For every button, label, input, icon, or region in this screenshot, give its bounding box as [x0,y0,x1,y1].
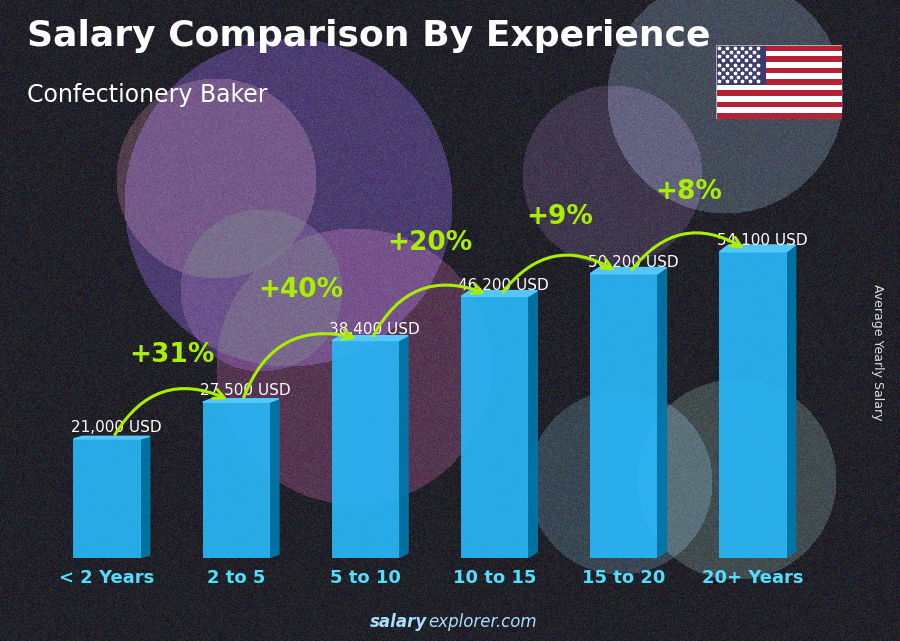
Polygon shape [270,399,279,558]
Text: explorer.com: explorer.com [428,613,537,631]
Polygon shape [719,245,796,252]
Polygon shape [590,267,667,274]
Text: +8%: +8% [655,179,722,204]
Bar [716,67,842,73]
Text: 50,200 USD: 50,200 USD [588,255,679,270]
Bar [716,79,842,85]
Bar [716,45,842,51]
Bar [332,340,399,558]
Polygon shape [787,245,796,558]
Text: Average Yearly Salary: Average Yearly Salary [871,285,884,420]
Bar [716,85,842,90]
Bar [716,73,842,79]
Polygon shape [140,437,149,558]
Bar [74,439,140,558]
Bar [716,90,842,96]
Polygon shape [202,399,279,402]
Text: 38,400 USD: 38,400 USD [329,322,420,337]
Text: +31%: +31% [129,342,214,367]
Bar [716,101,842,107]
Bar [716,96,842,101]
Polygon shape [461,290,537,296]
Bar [202,402,270,558]
Bar [716,56,842,62]
Polygon shape [528,290,537,558]
Text: +20%: +20% [387,229,472,256]
Text: Salary Comparison By Experience: Salary Comparison By Experience [27,19,710,53]
Bar [716,62,842,67]
Text: +40%: +40% [258,277,344,303]
Bar [590,274,657,558]
Text: 46,200 USD: 46,200 USD [458,278,549,292]
Text: +9%: +9% [526,204,593,230]
Text: 21,000 USD: 21,000 USD [71,420,161,435]
Text: 27,500 USD: 27,500 USD [200,383,291,398]
Bar [716,113,842,119]
Bar [461,296,528,558]
Bar [719,252,787,558]
Text: 54,100 USD: 54,100 USD [717,233,807,248]
Polygon shape [399,336,408,558]
Bar [716,45,766,85]
Polygon shape [74,437,149,439]
Bar [716,51,842,56]
Text: salary: salary [370,613,428,631]
Bar [716,107,842,113]
Polygon shape [332,336,408,340]
Polygon shape [657,267,667,558]
Text: Confectionery Baker: Confectionery Baker [27,83,267,107]
